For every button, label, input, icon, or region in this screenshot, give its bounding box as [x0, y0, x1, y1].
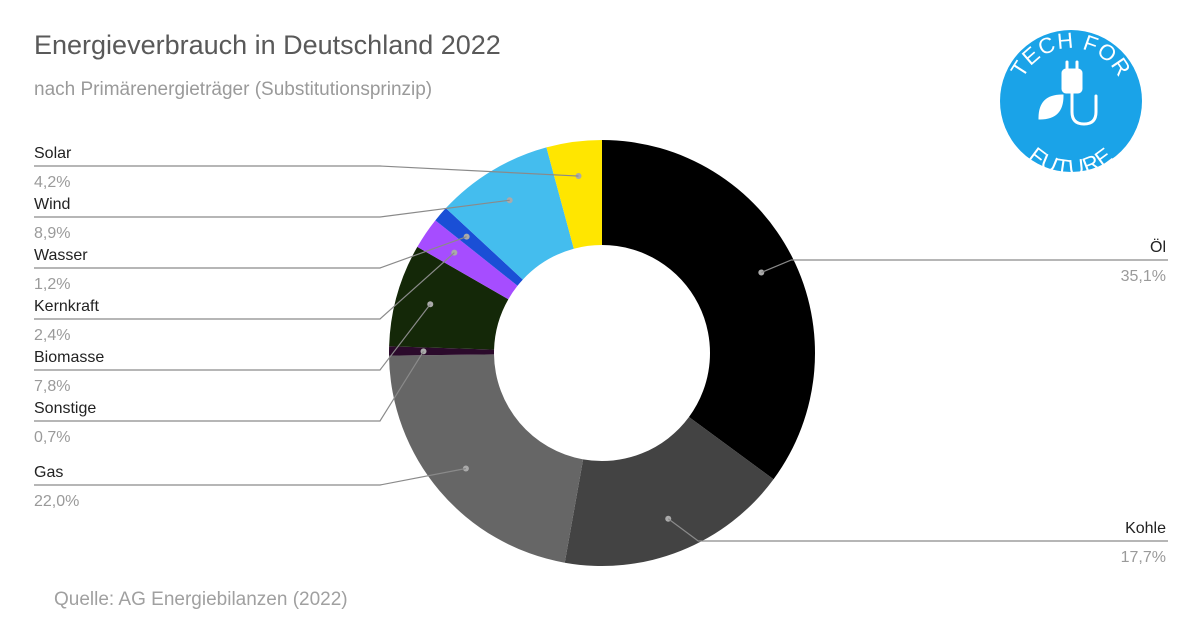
slice-solar	[546, 140, 602, 249]
label-name-biomasse: Biomasse	[34, 349, 104, 366]
label-name-solar: Solar	[34, 145, 72, 162]
leader-line-oel	[761, 259, 1168, 274]
label-name-wasser: Wasser	[34, 247, 88, 264]
label-value-gas: 22,0%	[34, 493, 79, 510]
label-value-sonstige: 0,7%	[34, 429, 70, 446]
leader-line-gas	[34, 467, 467, 486]
chart-title: Energieverbrauch in Deutschland 2022	[34, 30, 501, 60]
leader-line-solar	[34, 165, 579, 177]
slice-kernkraft	[417, 220, 518, 300]
donut-slices	[389, 140, 815, 566]
slice-wasser	[435, 208, 523, 286]
label-value-kohle: 17,7%	[1121, 549, 1166, 566]
label-name-kohle: Kohle	[1125, 520, 1166, 537]
label-name-wind: Wind	[34, 196, 70, 213]
leader-lines	[34, 165, 1168, 542]
slice-gas	[389, 354, 584, 563]
label-value-kernkraft: 2,4%	[34, 327, 70, 344]
slice-oel	[602, 140, 815, 480]
leader-line-wasser	[34, 236, 467, 269]
tech-for-future-logo: TECH FOR FUTURE	[1000, 28, 1142, 181]
label-value-solar: 4,2%	[34, 174, 70, 191]
leader-dot-wind	[506, 197, 513, 204]
chart-subtitle: nach Primärenergieträger (Substitutionsp…	[34, 79, 433, 100]
source-note: Quelle: AG Energiebilanzen (2022)	[54, 589, 348, 610]
leader-line-sonstige	[34, 350, 425, 422]
slice-biomasse	[389, 246, 509, 350]
slice-kohle	[564, 417, 774, 566]
slice-sonstige	[389, 346, 495, 356]
slice-labels: Öl 35,1% Kohle 17,7% Gas 22,0% Sonstige 0,7% Bio…	[34, 145, 1166, 566]
slice-wind	[445, 147, 574, 280]
leader-line-kernkraft	[34, 252, 455, 320]
plug-leaf-icon	[1038, 60, 1098, 126]
label-name-gas: Gas	[34, 464, 63, 481]
label-value-oel: 35,1%	[1121, 268, 1166, 285]
label-value-wasser: 1,2%	[34, 276, 70, 293]
leader-line-wind	[34, 199, 510, 218]
label-value-wind: 8,9%	[34, 225, 70, 242]
label-name-kernkraft: Kernkraft	[34, 298, 99, 315]
leader-line-kohle	[667, 518, 1168, 542]
label-value-biomasse: 7,8%	[34, 378, 70, 395]
label-name-oel: Öl	[1150, 238, 1166, 256]
label-name-sonstige: Sonstige	[34, 400, 96, 417]
leader-line-biomasse	[34, 303, 431, 371]
